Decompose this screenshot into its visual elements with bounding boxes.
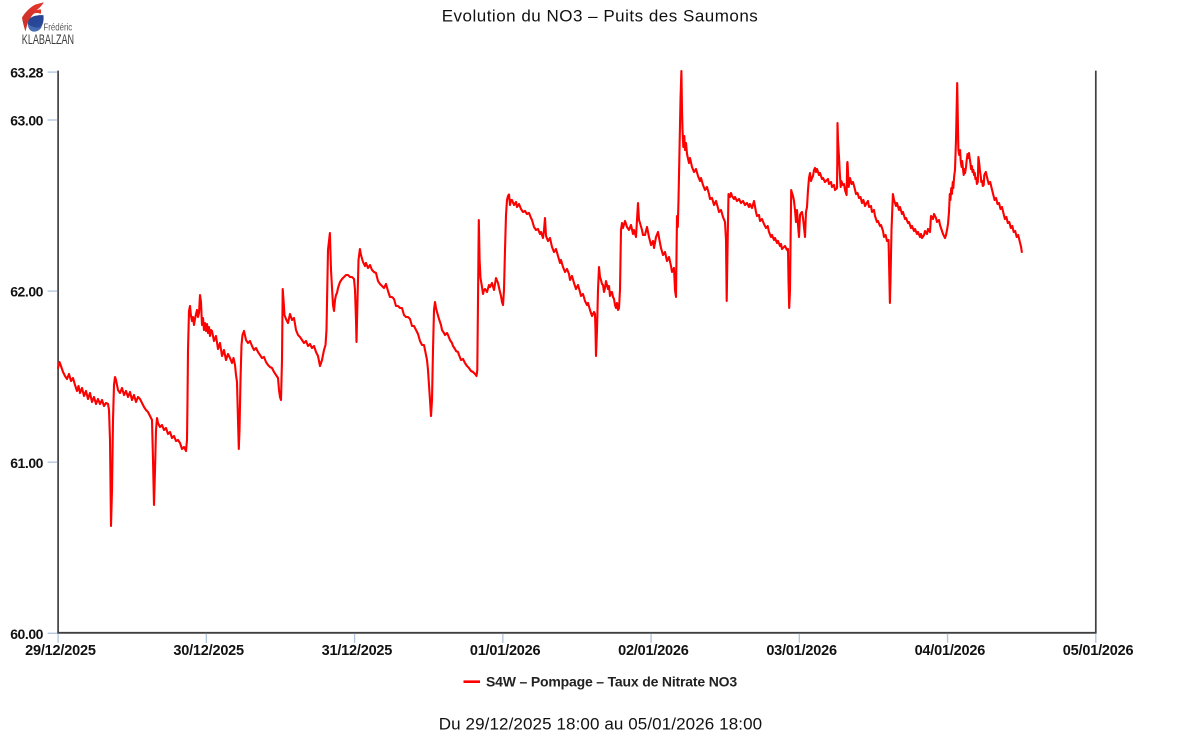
- svg-text:63.00: 63.00: [10, 113, 43, 129]
- svg-text:63.28: 63.28: [10, 65, 43, 81]
- svg-text:Du 29/12/2025 18:00 au 05/01/2: Du 29/12/2025 18:00 au 05/01/2026 18:00: [439, 715, 762, 734]
- svg-text:02/01/2026: 02/01/2026: [618, 643, 689, 659]
- svg-text:30/12/2025: 30/12/2025: [173, 643, 244, 659]
- svg-text:05/01/2026: 05/01/2026: [1063, 643, 1134, 659]
- svg-text:31/12/2025: 31/12/2025: [322, 643, 393, 659]
- svg-text:60.00: 60.00: [10, 626, 43, 642]
- svg-text:29/12/2025: 29/12/2025: [25, 643, 96, 659]
- svg-text:61.00: 61.00: [10, 455, 43, 471]
- svg-text:Evolution du NO3 – Puits des S: Evolution du NO3 – Puits des Saumons: [442, 6, 759, 25]
- svg-text:Frédéric: Frédéric: [43, 21, 72, 32]
- svg-text:S4W – Pompage – Taux de Nitrat: S4W – Pompage – Taux de Nitrate NO3: [486, 674, 737, 690]
- svg-text:01/01/2026: 01/01/2026: [470, 643, 541, 659]
- svg-text:KLABALZAN: KLABALZAN: [22, 34, 74, 48]
- svg-text:04/01/2026: 04/01/2026: [915, 643, 986, 659]
- svg-text:62.00: 62.00: [10, 284, 43, 300]
- svg-text:03/01/2026: 03/01/2026: [766, 643, 837, 659]
